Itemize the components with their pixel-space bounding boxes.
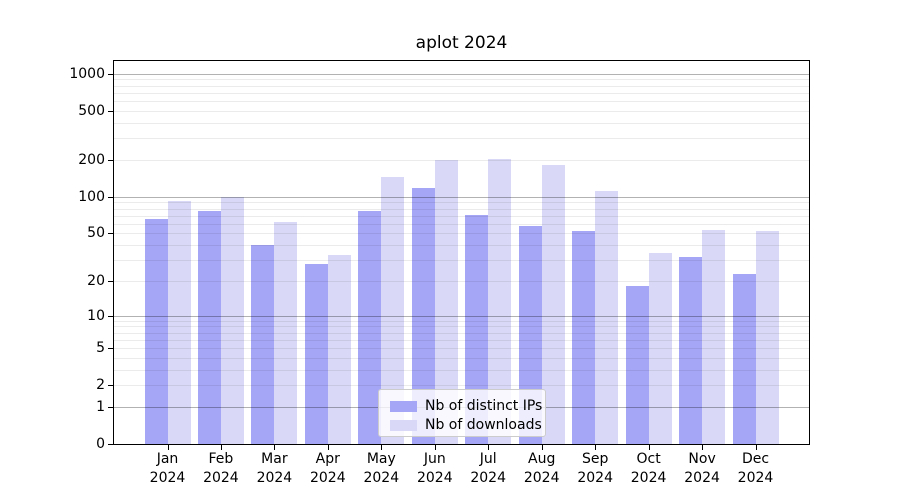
- bars-layer: [114, 61, 809, 444]
- y-tick-label-200: 200: [78, 151, 105, 168]
- legend-swatch-distinct-ips: [390, 400, 417, 412]
- x-tick-label-jul: Jul 2024: [470, 451, 506, 486]
- y-tick-label-1000: 1000: [69, 65, 105, 82]
- y-tick-mark-200: [108, 159, 113, 161]
- legend-label-downloads: Nb of downloads: [425, 417, 542, 433]
- y-tick-label-500: 500: [78, 102, 105, 119]
- legend: Nb of distinct IPs Nb of downloads: [378, 389, 546, 437]
- bar-distinct-ips-nov: [679, 256, 703, 444]
- x-tick-label-may: May 2024: [363, 451, 400, 486]
- y-tick-mark-1000: [108, 73, 113, 75]
- bar-distinct-ips-oct: [625, 286, 649, 444]
- x-tick-label-mar: Mar 2024: [256, 451, 293, 486]
- y-tick-mark-10: [108, 315, 113, 317]
- x-tick-label-jan: Jan 2024: [149, 451, 186, 486]
- bar-downloads-oct: [648, 253, 672, 444]
- y-tick-label-20: 20: [87, 272, 105, 289]
- bar-distinct-ips-jun: [411, 188, 435, 444]
- bar-downloads-aug: [541, 164, 565, 444]
- x-tick-mark-jul: [488, 445, 490, 450]
- x-tick-label-aug: Aug 2024: [523, 451, 560, 486]
- legend-label-distinct-ips: Nb of distinct IPs: [425, 398, 543, 414]
- y-tick-label-0: 0: [96, 436, 105, 452]
- y-tick-mark-1: [108, 406, 113, 408]
- y-tick-label-50: 50: [87, 225, 105, 242]
- bar-distinct-ips-may: [358, 210, 382, 444]
- x-tick-label-sep: Sep 2024: [577, 451, 613, 486]
- chart-title: aplot 2024: [415, 33, 508, 53]
- x-tick-mark-feb: [220, 445, 222, 450]
- bar-downloads-dec: [755, 231, 779, 444]
- bar-distinct-ips-dec: [732, 273, 756, 444]
- bar-distinct-ips-sep: [572, 231, 596, 444]
- x-tick-label-dec: Dec 2024: [737, 451, 774, 486]
- bar-downloads-jan: [167, 200, 191, 444]
- x-tick-label-oct: Oct 2024: [630, 451, 667, 486]
- bar-downloads-nov: [702, 230, 726, 444]
- x-tick-mark-jan: [167, 445, 169, 450]
- plot-area: [113, 60, 810, 445]
- y-tick-mark-2: [108, 385, 113, 387]
- y-tick-label-10: 10: [87, 307, 105, 324]
- bar-distinct-ips-jan: [144, 218, 168, 444]
- legend-item-distinct-ips: Nb of distinct IPs: [379, 397, 545, 415]
- x-tick-label-nov: Nov 2024: [684, 451, 720, 486]
- x-tick-mark-aug: [541, 445, 543, 450]
- x-tick-mark-sep: [595, 445, 597, 450]
- bar-distinct-ips-jul: [465, 214, 489, 444]
- bar-downloads-jul: [488, 158, 512, 444]
- y-tick-mark-50: [108, 233, 113, 235]
- y-tick-label-1: 1: [96, 398, 105, 415]
- x-tick-mark-nov: [702, 445, 704, 450]
- y-tick-label-2: 2: [96, 377, 105, 394]
- legend-swatch-downloads: [390, 419, 417, 431]
- y-tick-mark-5: [108, 348, 113, 349]
- x-tick-mark-may: [381, 445, 383, 450]
- bar-downloads-apr: [327, 255, 351, 444]
- bar-downloads-mar: [274, 221, 298, 444]
- y-tick-mark-20: [108, 280, 113, 282]
- bar-distinct-ips-feb: [197, 211, 221, 444]
- y-tick-label-5: 5: [96, 340, 105, 356]
- x-tick-label-feb: Feb 2024: [203, 451, 239, 486]
- bar-distinct-ips-mar: [251, 245, 275, 444]
- bar-downloads-sep: [595, 191, 619, 444]
- legend-item-downloads: Nb of downloads: [379, 416, 545, 434]
- x-tick-mark-oct: [648, 445, 650, 450]
- bar-downloads-may: [381, 176, 405, 444]
- y-tick-label-100: 100: [78, 188, 105, 205]
- x-tick-mark-jun: [434, 445, 436, 450]
- bar-downloads-jun: [434, 160, 458, 444]
- x-tick-label-jun: Jun 2024: [416, 451, 453, 486]
- x-tick-mark-mar: [274, 445, 276, 450]
- y-tick-mark-100: [108, 196, 113, 198]
- y-tick-mark-0: [108, 444, 113, 445]
- bar-distinct-ips-apr: [304, 263, 328, 444]
- x-tick-label-apr: Apr 2024: [309, 451, 346, 486]
- bar-downloads-feb: [220, 197, 244, 444]
- y-tick-mark-500: [108, 110, 113, 112]
- x-tick-mark-dec: [755, 445, 757, 450]
- x-tick-mark-apr: [327, 445, 329, 450]
